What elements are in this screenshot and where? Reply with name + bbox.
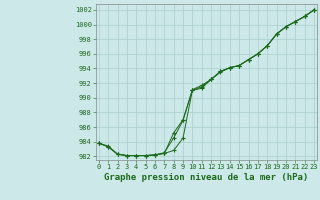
X-axis label: Graphe pression niveau de la mer (hPa): Graphe pression niveau de la mer (hPa) (104, 173, 308, 182)
